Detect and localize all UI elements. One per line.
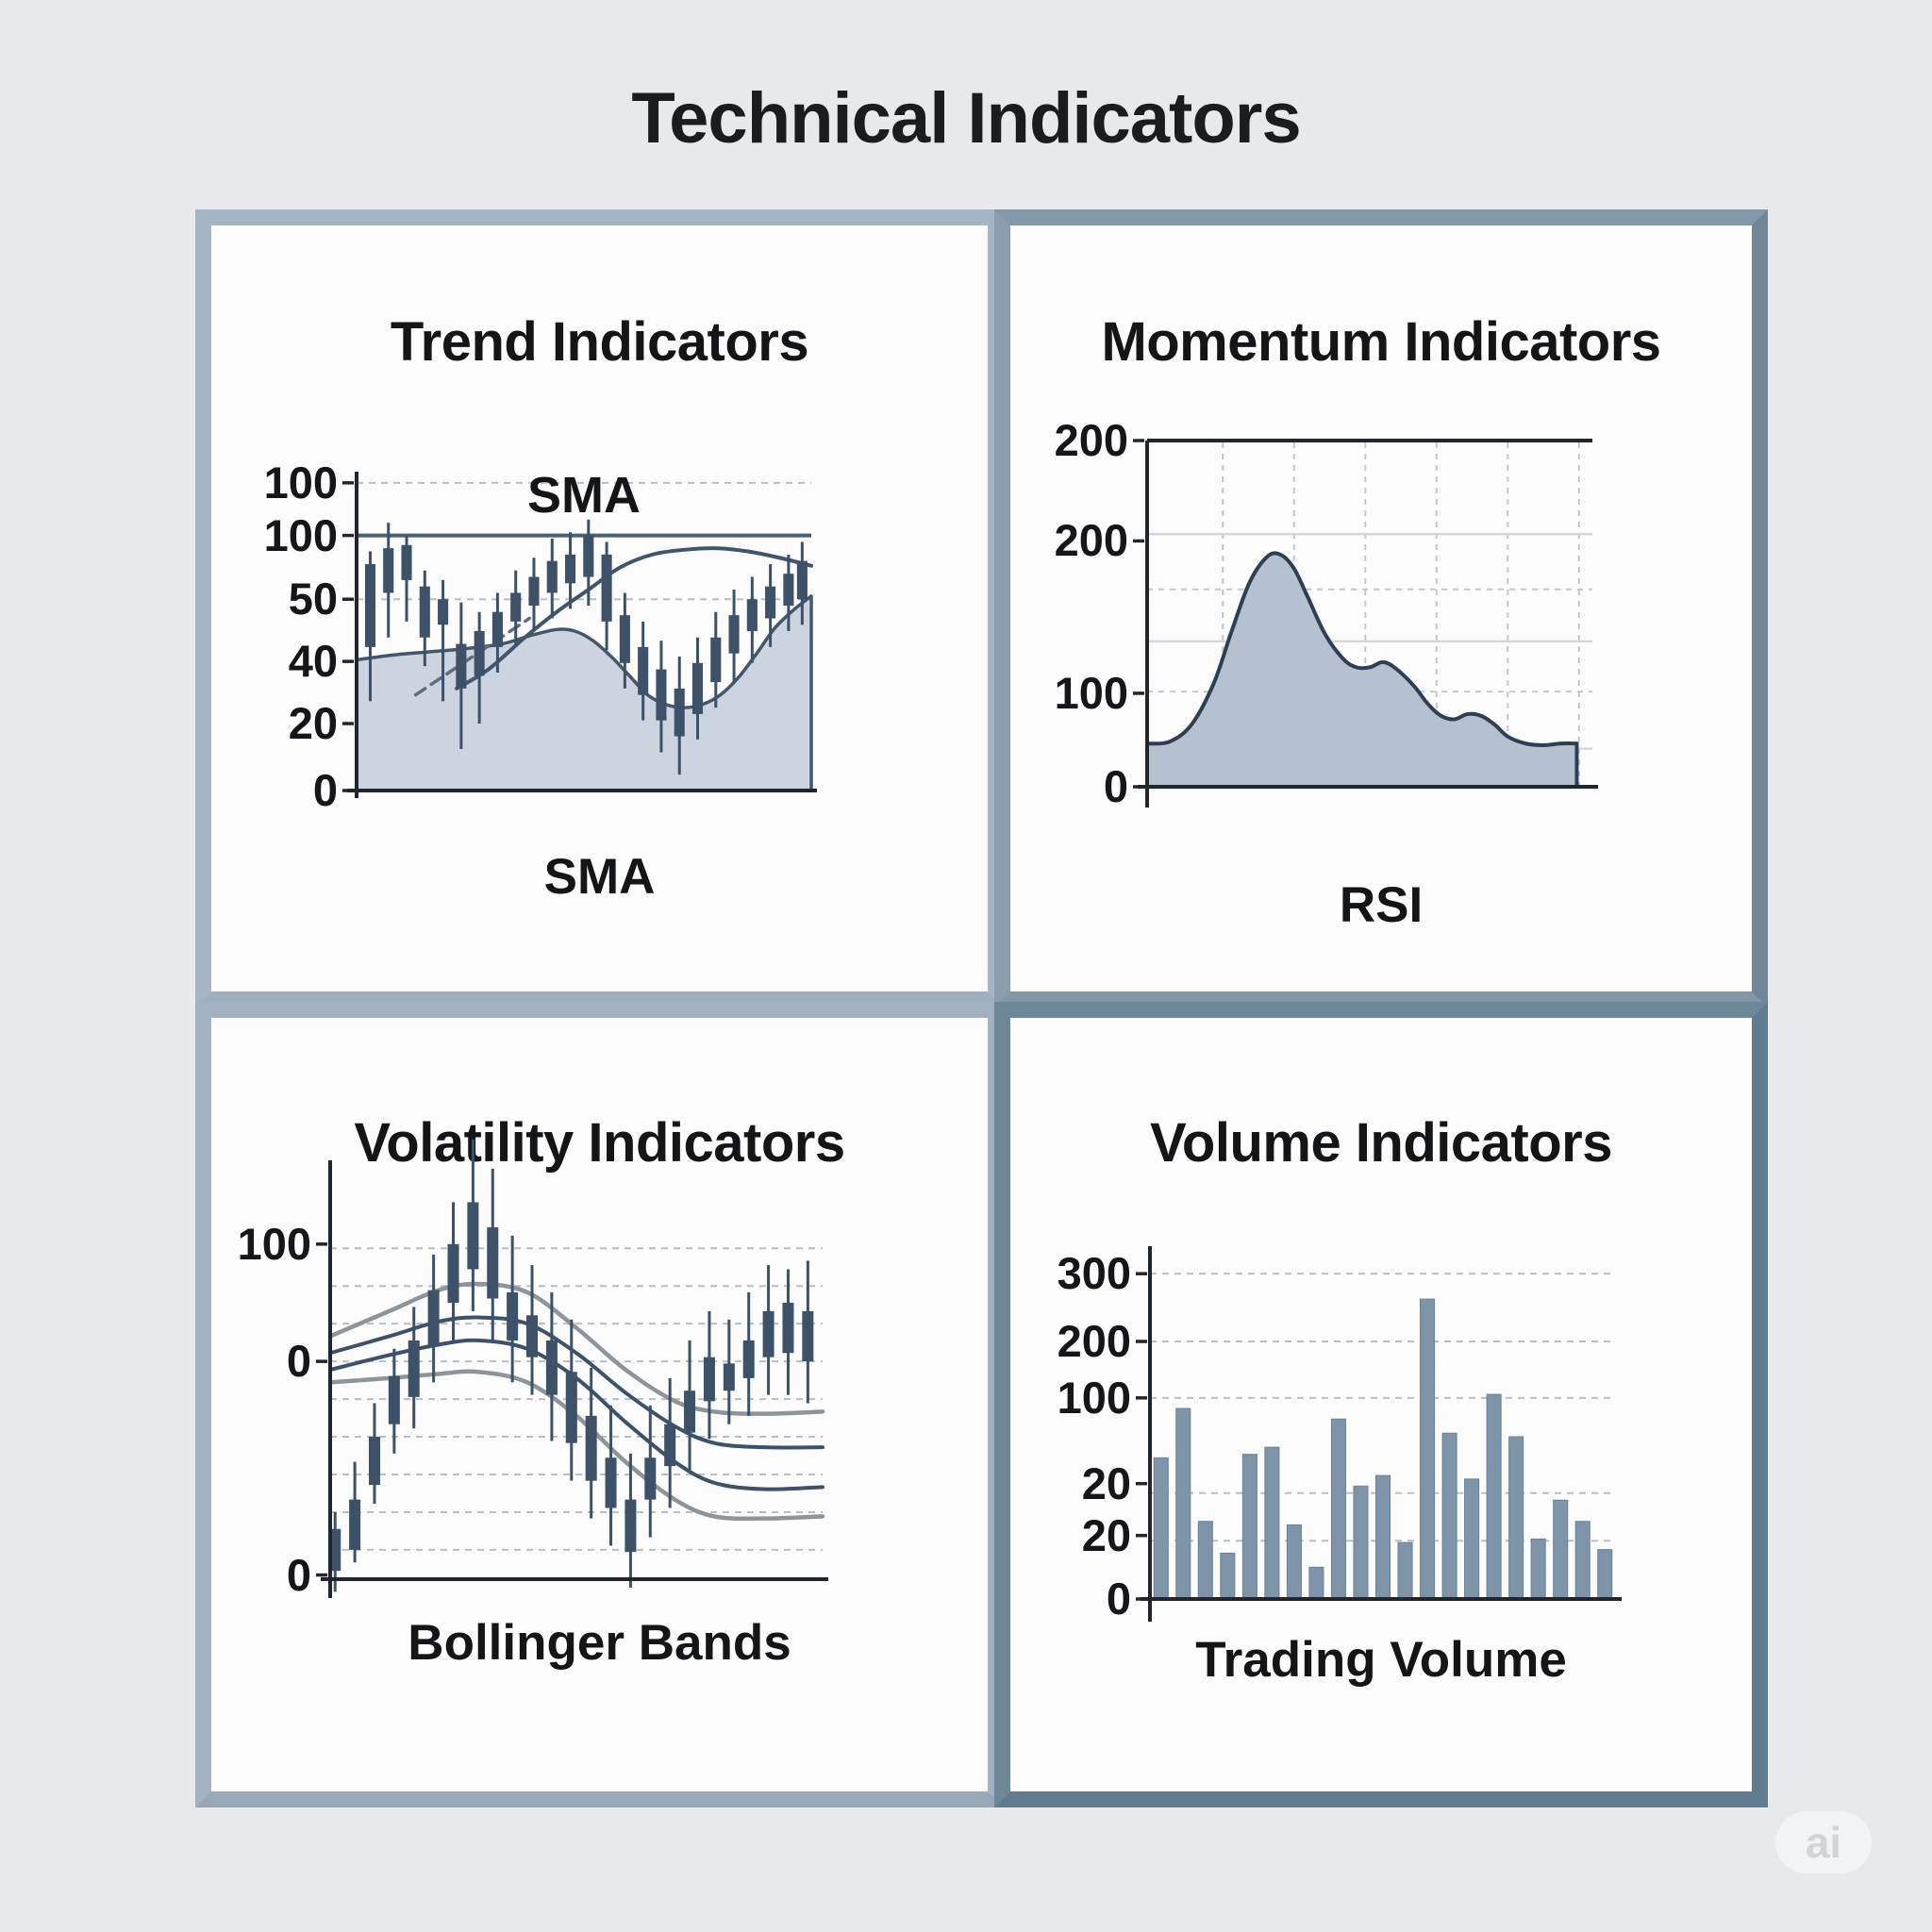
y-tick-label: 0 xyxy=(1106,1574,1131,1624)
y-tick-label: 40 xyxy=(288,636,338,687)
y-tick-label: 20 xyxy=(1081,1457,1131,1508)
panel-volatility-indicators: Volatility Indicators 100 0 0 Bollinger Ba… xyxy=(195,1002,1004,1807)
y-tick-label: 100 xyxy=(263,457,338,508)
y-tick-label: 100 xyxy=(1054,667,1128,718)
y-tick-label: 20 xyxy=(1081,1509,1131,1560)
y-tick-label: 50 xyxy=(288,574,338,625)
trading-volume-bar-chart xyxy=(1136,1246,1622,1622)
panel-title-volatility: Volatility Indicators xyxy=(354,1112,845,1174)
y-tick-label: 20 xyxy=(288,698,338,749)
panel-title-momentum: Momentum Indicators xyxy=(1101,311,1661,373)
y-axis-labels-momentum: 200 200 100 0 xyxy=(1009,415,1141,811)
page-title: Technical Indicators xyxy=(631,78,1301,158)
y-axis-labels-trend: 100 100 50 40 20 0 xyxy=(219,458,351,815)
panel-trend-indicators: Trend Indicators 100 100 50 40 20 0 SMA SMA xyxy=(195,209,1004,1008)
chart-caption-volume: Trading Volume xyxy=(1195,1632,1567,1688)
y-tick-label: 0 xyxy=(312,765,338,815)
y-tick-label: 300 xyxy=(1057,1248,1131,1299)
chart-inner-label-sma: SMA xyxy=(527,467,641,524)
panel-momentum-indicators: Momentum Indicators 200 200 100 0 RSI xyxy=(994,209,1768,1008)
chart-caption-rsi: RSI xyxy=(1339,877,1424,933)
y-tick-label: 100 xyxy=(1057,1372,1131,1423)
y-axis-labels-volume: 300 200 100 20 20 0 xyxy=(1012,1246,1144,1624)
y-tick-label: 200 xyxy=(1054,515,1128,566)
y-tick-label: 0 xyxy=(1103,761,1128,811)
rsi-area-chart xyxy=(1133,439,1598,808)
panel-volume-indicators: Volume Indicators 300 200 100 20 20 0 Trading… xyxy=(994,1002,1768,1807)
y-tick-label: 200 xyxy=(1054,415,1128,465)
chart-caption-sma: SMA xyxy=(543,849,656,905)
y-axis-labels-volatility: 100 0 0 xyxy=(192,1160,325,1600)
chart-caption-bollinger: Bollinger Bands xyxy=(408,1615,791,1671)
panel-title-volume: Volume Indicators xyxy=(1150,1112,1612,1174)
y-tick-label: 100 xyxy=(263,509,338,560)
ai-watermark-badge: ai xyxy=(1775,1811,1872,1874)
y-tick-label: 0 xyxy=(286,1549,311,1600)
y-tick-label: 200 xyxy=(1057,1315,1131,1366)
panel-title-trend: Trend Indicators xyxy=(390,311,809,373)
sma-candlestick-chart xyxy=(342,472,817,798)
y-tick-label: 0 xyxy=(286,1336,311,1387)
bollinger-bands-chart xyxy=(316,1139,828,1598)
y-tick-label: 100 xyxy=(237,1218,311,1269)
